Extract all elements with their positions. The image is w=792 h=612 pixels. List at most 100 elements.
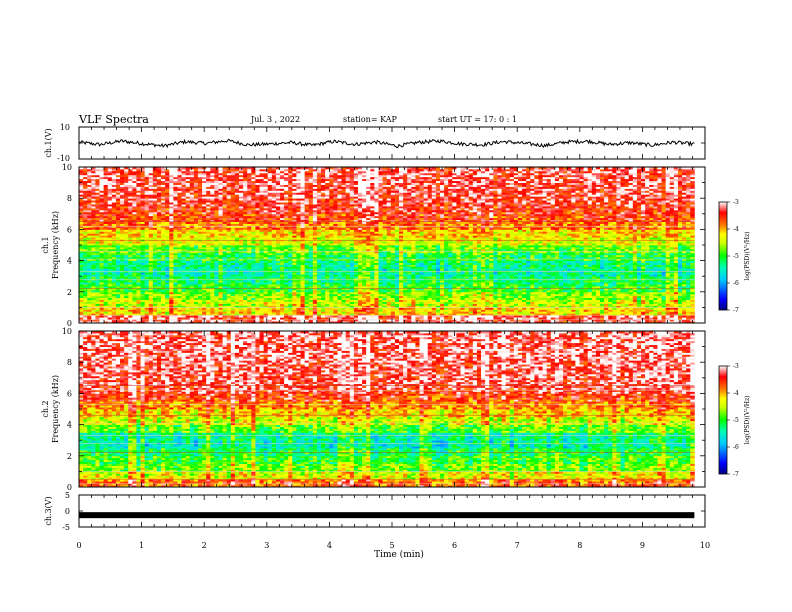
ch1-spectrogram-cell — [501, 299, 507, 302]
ch1-spectrogram-cell — [517, 313, 523, 316]
ch1-spectrogram-cell — [214, 307, 219, 310]
ch1-spectrogram-cell — [386, 303, 392, 306]
ch1-spectrogram-cell — [608, 282, 613, 285]
ch1-spectrogram-cell — [259, 291, 265, 295]
ch1-spectrogram-cell — [669, 311, 675, 314]
ch1-spectrogram-cell — [591, 297, 597, 300]
ch1-spectrogram-cell — [144, 285, 150, 289]
ch1-spectrogram-cell — [419, 301, 424, 304]
ch1-spectrogram-cell — [312, 282, 318, 285]
ch1-spectrogram-cell — [476, 309, 482, 312]
ch1-spectrogram-cell — [497, 313, 502, 316]
ch1-spectrogram-cell — [234, 282, 240, 285]
ch1-spectrogram-cell — [501, 319, 507, 322]
ch1-spectrogram-cell — [296, 291, 301, 295]
ch1-spectrogram-cell — [341, 280, 347, 283]
ch1-spectrogram-cell — [95, 319, 100, 322]
ch1-spectrogram-cell — [238, 276, 244, 279]
ch1-spectrogram-cell — [571, 311, 576, 314]
ch1-spectrogram-cell — [600, 319, 605, 322]
ch1-spectrogram-cell — [79, 284, 84, 287]
ch1-spectrogram-cell — [653, 321, 658, 324]
ch1-spectrogram-cell — [497, 287, 502, 291]
ch1-spectrogram-cell — [316, 287, 322, 291]
ch1-spectrogram-cell — [587, 299, 593, 302]
ch1-spectrogram-cell — [288, 280, 293, 283]
ch1-spectrogram-cell — [612, 309, 617, 312]
ch1-spectrogram-cell — [103, 299, 109, 302]
ch1-spectrogram-cell — [411, 321, 416, 324]
ch1-spectrogram-cell — [665, 309, 671, 312]
ch1-spectrogram-cell — [79, 319, 84, 322]
ch1-spectrogram-cell — [337, 280, 342, 283]
ch1-spectrogram-cell — [243, 315, 248, 318]
ch1-spectrogram-cell — [288, 282, 293, 285]
ch1-spectrogram-cell — [362, 293, 367, 297]
ch1-spectrogram-cell — [251, 313, 256, 316]
ch1-spectrogram-cell — [653, 299, 658, 302]
ch1-spectrogram-cell — [636, 284, 642, 287]
ch1-spectrogram-cell — [136, 311, 141, 314]
ch1-spectrogram-cell — [222, 276, 228, 279]
ch1-spectrogram-cell — [120, 282, 125, 285]
ch1-spectrogram-cell — [370, 307, 375, 310]
ch1-spectrogram-cell — [435, 313, 441, 316]
ch1-spectrogram-cell — [645, 305, 650, 308]
ch1-spectrogram-cell — [509, 313, 515, 316]
ch1-spectrogram-cell — [616, 311, 621, 314]
ch1-spectrogram-cell — [173, 291, 178, 295]
ch1-spectrogram-cell — [353, 319, 359, 322]
ch1-spectrogram-cell — [464, 311, 470, 314]
ch1-spectrogram-cell — [526, 285, 531, 289]
ch1-spectrogram-cell — [251, 284, 256, 287]
ch1-spectrogram-cell — [575, 291, 580, 295]
ch1-spectrogram-cell — [99, 315, 105, 318]
ch1-spectrogram-cell — [99, 301, 105, 304]
ch1-spectrogram-cell — [468, 287, 474, 291]
ch1-spectrogram-cell — [538, 311, 543, 314]
ch1-spectrogram-cell — [169, 307, 174, 310]
ch1-spectrogram-cell — [99, 309, 105, 312]
ch1-spectrogram-cell — [345, 287, 351, 291]
ch1-spectrogram-cell — [197, 295, 203, 299]
ch1-spectrogram-cell — [616, 301, 621, 304]
ch1-spectrogram-cell — [312, 321, 318, 324]
ch1-spectrogram-cell — [312, 289, 318, 293]
ch1-spectrogram-cell — [275, 282, 281, 285]
ch1-spectrogram-cell — [304, 291, 310, 295]
ch1-spectrogram-cell — [509, 317, 515, 320]
ch1-spectrogram-cell — [411, 297, 416, 300]
ch1-spectrogram-cell — [641, 289, 646, 293]
ch1-spectrogram-cell — [321, 276, 326, 279]
ch1-spectrogram-cell — [460, 311, 466, 314]
ch1-spectrogram-cell — [103, 309, 109, 312]
ch1-spectrogram-cell — [624, 315, 630, 318]
ch1-spectrogram-cell — [259, 285, 265, 289]
ch1-spectrogram-cell — [497, 301, 502, 304]
ch1-spectrogram-cell — [550, 297, 556, 300]
ch1-spectrogram-cell — [366, 317, 371, 320]
ch1-spectrogram-cell — [300, 297, 306, 300]
ch1-spectrogram-cell — [148, 293, 154, 297]
ch1-spectrogram-cell — [423, 313, 429, 316]
ch1-spectrogram-cell — [300, 287, 306, 291]
ch1-spectrogram-cell — [550, 307, 556, 310]
ch1-spectrogram-cell — [390, 284, 396, 287]
ch1-spectrogram-cell — [120, 289, 125, 293]
ch1-spectrogram-cell — [546, 313, 552, 316]
ch1-spectrogram-cell — [206, 289, 211, 293]
ch1-spectrogram-cell — [177, 321, 182, 324]
ch1-spectrogram-cell — [288, 289, 293, 293]
ch1-spectrogram-cell — [91, 313, 96, 316]
ch1-spectrogram-cell — [345, 301, 351, 304]
ch1-spectrogram-cell — [202, 289, 207, 293]
ch1-spectrogram-cell — [95, 301, 100, 304]
ch1-spectrogram-cell — [111, 313, 117, 316]
ch1-spectrogram-cell — [152, 301, 158, 304]
ch1-spectrogram-cell — [366, 319, 371, 322]
ch1-spectrogram-cell — [673, 287, 679, 291]
ch1-spectrogram-cell — [148, 303, 154, 306]
ch1-spectrogram-cell — [382, 297, 388, 300]
ch1-spectrogram-cell — [579, 321, 584, 324]
ch1-spectrogram-cell — [452, 285, 457, 289]
